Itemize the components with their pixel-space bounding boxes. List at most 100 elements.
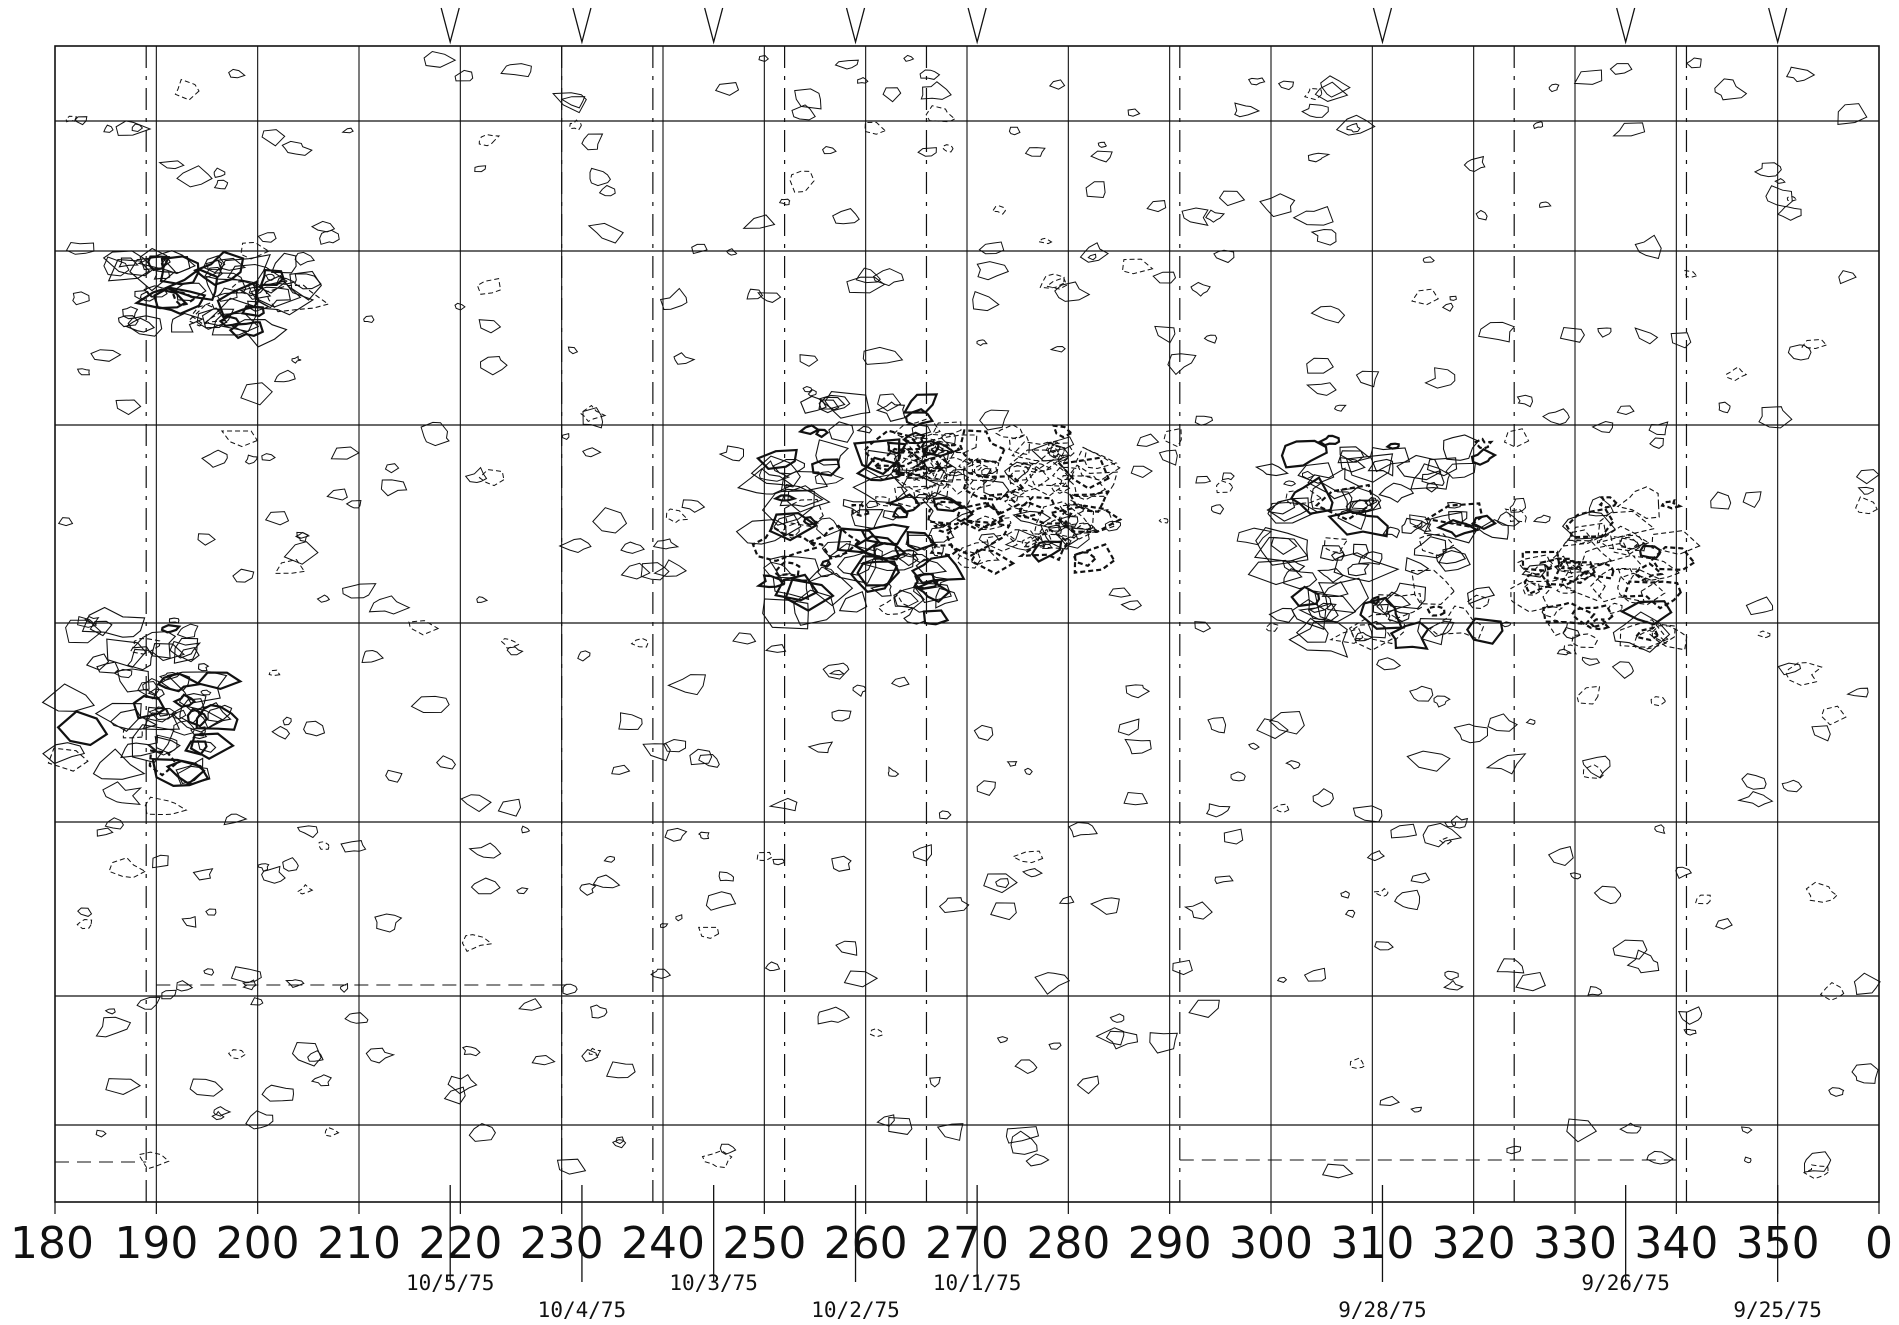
contour-line xyxy=(940,432,956,445)
contour-line xyxy=(1570,604,1614,629)
contour-line xyxy=(552,92,587,114)
contour-line xyxy=(1443,979,1464,991)
contour-line xyxy=(1333,404,1347,412)
contour-line xyxy=(1079,242,1110,263)
contour-line xyxy=(1010,1130,1038,1155)
contour-line xyxy=(815,517,841,537)
contour-line xyxy=(1330,551,1345,561)
contour-line xyxy=(143,285,168,298)
contour-line xyxy=(476,596,489,603)
contour-line xyxy=(698,753,720,768)
contour-line xyxy=(862,429,929,468)
contour-line xyxy=(282,857,299,872)
contour-line xyxy=(261,453,276,462)
contour-line xyxy=(1048,1042,1062,1050)
contour-line xyxy=(1163,427,1182,448)
contour-line xyxy=(956,550,982,569)
contour-line xyxy=(1337,450,1365,464)
contour-line xyxy=(1008,470,1028,485)
contour-line xyxy=(257,232,277,243)
contour-line xyxy=(603,855,616,863)
contour-line xyxy=(1389,620,1430,651)
contour-line xyxy=(380,479,408,497)
contour-line xyxy=(1203,334,1218,344)
contour-line xyxy=(1104,520,1122,532)
contour-line xyxy=(1344,909,1356,919)
contour-line xyxy=(1327,510,1389,538)
contour-line xyxy=(1045,277,1068,290)
contour-line xyxy=(772,858,786,866)
contour-line xyxy=(500,63,532,78)
contour-line xyxy=(345,499,362,509)
contour-line xyxy=(935,587,959,609)
contour-line xyxy=(1124,738,1152,755)
contour-line xyxy=(1355,370,1380,388)
contour-line xyxy=(1025,1153,1050,1167)
contour-line xyxy=(910,442,950,468)
contour-line xyxy=(807,389,817,397)
contour-line xyxy=(240,382,273,406)
contour-line xyxy=(891,506,909,519)
contour-line xyxy=(1108,587,1132,598)
contour-line xyxy=(851,503,872,517)
contour-line xyxy=(1017,528,1070,562)
contour-line xyxy=(189,1078,224,1097)
contour-line xyxy=(171,312,205,333)
contour-line xyxy=(891,456,934,482)
contour-line xyxy=(1006,761,1018,767)
contour-line xyxy=(1188,999,1220,1018)
contour-line xyxy=(1715,918,1733,930)
contour-line xyxy=(1504,508,1527,523)
contour-line xyxy=(1801,338,1828,350)
contour-line xyxy=(291,355,302,364)
contour-line xyxy=(104,817,125,830)
contour-line xyxy=(1090,897,1120,915)
contour-line xyxy=(142,678,160,696)
orbit-v-marker xyxy=(967,7,987,45)
contour-line xyxy=(85,653,110,671)
contour-line xyxy=(65,115,78,123)
contour-line xyxy=(751,525,820,563)
orbit-date-label: 10/2/75 xyxy=(811,1298,900,1322)
contour-line xyxy=(900,549,919,558)
contour-line xyxy=(1851,1063,1879,1084)
contour-line xyxy=(925,467,946,481)
contour-line xyxy=(1264,622,1280,632)
contour-line xyxy=(1509,497,1527,513)
contour-line xyxy=(1532,121,1544,130)
contour-line xyxy=(90,349,122,362)
contour-line xyxy=(914,457,941,473)
contour-line xyxy=(1548,83,1560,93)
contour-line xyxy=(240,305,265,318)
contour-line xyxy=(976,339,988,347)
contour-line xyxy=(261,129,286,147)
contour-line xyxy=(363,315,375,324)
contour-line xyxy=(838,591,868,613)
contour-line xyxy=(1253,536,1309,562)
contour-line xyxy=(859,550,915,572)
contour-line xyxy=(1347,563,1370,577)
contour-line xyxy=(1685,57,1702,69)
orbit-v-marker xyxy=(704,7,724,45)
contour-line xyxy=(102,250,155,277)
contour-line xyxy=(1421,470,1445,487)
contour-line xyxy=(153,270,171,280)
contour-line xyxy=(244,454,258,465)
contour-line xyxy=(1837,103,1868,125)
contour-line xyxy=(1302,470,1315,480)
contour-line xyxy=(1230,771,1246,782)
contour-line xyxy=(995,878,1010,889)
x-tick-label: 240 xyxy=(621,1218,705,1269)
contour-line xyxy=(718,445,744,462)
contour-line xyxy=(1634,234,1662,260)
contour-line xyxy=(1565,507,1615,539)
contour-line xyxy=(122,728,143,739)
contour-line xyxy=(1123,791,1149,806)
contour-line xyxy=(650,968,672,979)
contour-line xyxy=(1463,155,1486,173)
contour-line xyxy=(832,208,860,225)
contour-line xyxy=(1576,685,1601,705)
x-tick-label: 270 xyxy=(925,1218,1009,1269)
contour-line xyxy=(1372,887,1389,897)
contour-line xyxy=(257,863,270,872)
